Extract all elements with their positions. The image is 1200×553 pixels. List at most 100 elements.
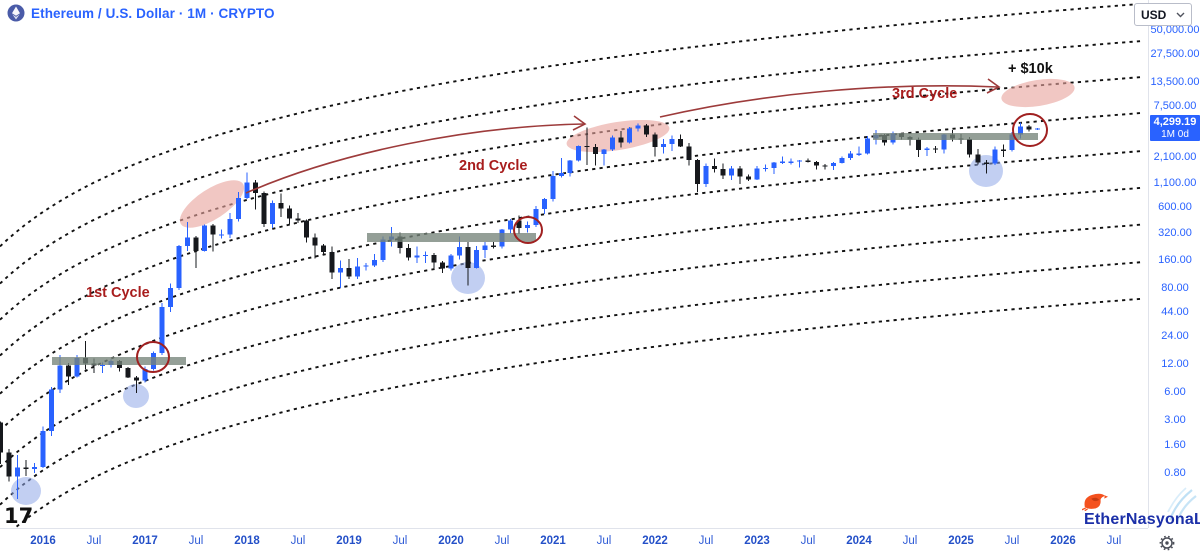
current-price-badge: 4,299.19 1M 0d xyxy=(1150,115,1200,141)
candle-body xyxy=(941,134,947,150)
bar-countdown: 1M 0d xyxy=(1161,129,1189,140)
candle-body xyxy=(992,149,998,164)
candle-body xyxy=(814,162,819,166)
candle-body xyxy=(304,220,309,238)
current-price-value: 4,299.19 xyxy=(1153,116,1197,128)
candle-body xyxy=(788,161,794,163)
candle-body xyxy=(933,148,938,150)
candle-body xyxy=(1018,126,1023,135)
price-axis-label: 80.00 xyxy=(1161,282,1189,294)
price-axis-label: 13,500.00 xyxy=(1150,76,1200,88)
candle-body xyxy=(312,237,318,246)
candle-body xyxy=(865,138,870,154)
candle-body xyxy=(584,145,590,148)
price-axis-label: 160.00 xyxy=(1158,254,1192,266)
candle-body xyxy=(355,266,360,277)
tradingview-logo[interactable]: 17 xyxy=(3,502,39,528)
growth-curve xyxy=(0,186,1145,432)
price-axis-label: 3.00 xyxy=(1164,414,1186,426)
time-axis-month-label: Jul xyxy=(1106,535,1122,547)
candle-body xyxy=(916,139,921,150)
chevron-down-icon xyxy=(1176,12,1185,17)
time-axis-month-label: Jul xyxy=(188,535,204,547)
candle-body xyxy=(431,254,437,263)
growth-curve xyxy=(0,2,1145,248)
support-resistance-zones xyxy=(52,133,1038,365)
symbol-title[interactable]: Ethereum / U.S. Dollar · 1M · CRYPTO xyxy=(31,5,275,21)
candle-body xyxy=(423,254,428,257)
candle-body xyxy=(805,160,811,163)
candle-body xyxy=(134,377,139,381)
candle-body xyxy=(618,137,624,143)
watermark-text: EtherNasyonaL xyxy=(1084,511,1200,528)
annotation-1st-cycle: 1st Cycle xyxy=(86,285,150,301)
candle-body xyxy=(720,169,726,176)
candle-body xyxy=(270,202,275,224)
price-axis-label: 6.00 xyxy=(1164,386,1186,398)
candle-body xyxy=(491,245,496,247)
candle-body xyxy=(295,218,301,221)
candle-body xyxy=(397,236,403,248)
candle-body xyxy=(746,176,751,180)
cycle-arrows xyxy=(245,78,1001,194)
candle-body xyxy=(457,247,462,256)
candle-body xyxy=(729,168,734,176)
time-axis-year-label: 2024 xyxy=(846,535,872,547)
candle-body xyxy=(644,125,649,135)
candle-body xyxy=(559,172,564,176)
time-axis-year-label: 2020 xyxy=(438,535,464,547)
growth-curve xyxy=(0,39,1145,285)
candle-body xyxy=(57,365,63,390)
candle-body xyxy=(380,239,386,260)
annotation-2nd-cycle: 2nd Cycle xyxy=(459,158,528,174)
cycle-arrow-head xyxy=(572,115,587,131)
candle-body xyxy=(839,157,845,163)
candle-body xyxy=(448,255,454,269)
growth-curve xyxy=(0,223,1145,468)
candle-body xyxy=(338,267,343,273)
candle-body xyxy=(601,149,607,154)
price-axis-label: 7,500.00 xyxy=(1153,100,1197,112)
candle-body xyxy=(848,153,853,158)
candle-body xyxy=(984,162,989,164)
candle-body xyxy=(975,154,981,163)
ethereum-logo-icon xyxy=(7,4,25,22)
candle-body xyxy=(695,160,700,185)
candle-body xyxy=(406,247,411,258)
candle-body xyxy=(669,139,675,144)
price-chart-plot[interactable] xyxy=(0,0,1148,528)
currency-selector[interactable]: USD xyxy=(1134,3,1192,26)
price-axis-label: 44.00 xyxy=(1161,306,1189,318)
time-axis-year-label: 2018 xyxy=(234,535,260,547)
candle-body xyxy=(780,161,785,163)
candle-body xyxy=(329,251,335,273)
candle-body xyxy=(661,143,666,148)
candle-body xyxy=(159,307,165,354)
candle-body xyxy=(737,168,743,177)
time-axis[interactable]: 2016 Jul 2017 Jul 2018 Jul 2019 Jul 2020 Jul 2021 J… xyxy=(0,528,1148,553)
cycle-arrow-head xyxy=(986,78,1001,94)
cycle-top-ellipse xyxy=(1001,78,1075,108)
candle-body xyxy=(278,202,284,209)
time-axis-year-label: 2022 xyxy=(642,535,668,547)
settings-icon[interactable] xyxy=(1158,534,1176,552)
candle-body xyxy=(542,199,547,209)
support-zone xyxy=(873,133,1038,140)
candle-body xyxy=(227,219,233,235)
breakout-circles xyxy=(136,113,1048,373)
candle-body xyxy=(533,208,539,225)
candle-body xyxy=(525,224,530,228)
support-zone xyxy=(367,233,536,242)
candle-body xyxy=(550,175,556,200)
time-axis-year-label: 2023 xyxy=(744,535,770,547)
price-axis-label: 12.00 xyxy=(1161,358,1189,370)
candle-body xyxy=(372,259,377,266)
candle-body xyxy=(754,168,760,180)
candle-body xyxy=(610,137,615,150)
time-axis-year-label: 2021 xyxy=(540,535,566,547)
time-axis-month-label: Jul xyxy=(494,535,510,547)
candle-body xyxy=(567,160,573,173)
breakout-circle xyxy=(513,216,543,244)
cycle-bottom-circle xyxy=(123,384,149,408)
price-axis[interactable]: 4,299.19 1M 0d 50,000.00 27,500.00 13,500.… xyxy=(1148,0,1200,528)
